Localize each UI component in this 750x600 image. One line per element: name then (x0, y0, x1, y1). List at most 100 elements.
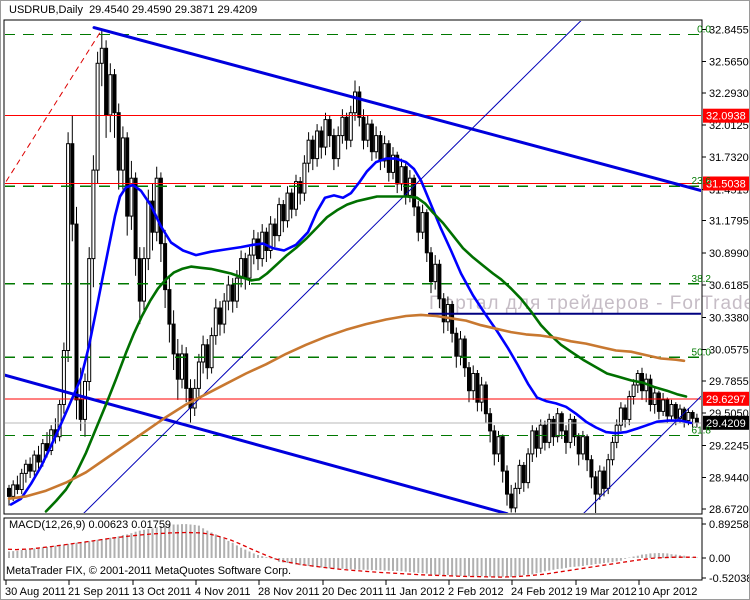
candle-bull (32, 454, 37, 472)
price-axis-label: 32.2930 (709, 88, 749, 100)
candle-bear (424, 212, 429, 254)
candle-bear (171, 323, 176, 355)
candle-bull (323, 119, 328, 148)
fibonacci-level-label: 23.6 (692, 176, 712, 187)
ma-fast-blue-line (9, 157, 693, 506)
candle-bull (661, 399, 666, 412)
candle-bear (429, 252, 433, 283)
candle-bull (260, 231, 265, 260)
time-axis-label: 20 Dec 2011 (322, 586, 384, 598)
candle-bull (635, 373, 640, 386)
candle-bear (7, 487, 11, 497)
candle-bear (243, 258, 248, 279)
candle-bear (272, 223, 277, 237)
candle-bull (209, 335, 214, 369)
candle-bear (344, 116, 349, 141)
ma-medium-green-line (44, 195, 688, 513)
price-axis-label: 30.0575 (709, 345, 749, 357)
candle-bull (66, 143, 71, 351)
candle-bull (285, 192, 290, 222)
candle-bear (104, 47, 109, 116)
price-axis-label: 28.9440 (709, 473, 749, 485)
candle-bear (441, 298, 446, 323)
candle-bull (120, 137, 125, 171)
time-axis-label: 11 Jan 2012 (385, 586, 445, 598)
candle-bear (112, 74, 117, 114)
candle-bull (420, 212, 425, 233)
candle-bear (327, 119, 332, 137)
candle-bull (268, 223, 273, 252)
candle-bear (682, 408, 687, 422)
candle-bear (281, 204, 286, 222)
candle-bear (509, 493, 514, 509)
candle-bear (648, 378, 653, 406)
fibonacci-level-label: 38.2 (692, 274, 712, 285)
candle-bear (230, 284, 235, 302)
candle-bear (188, 387, 193, 409)
candle-bull (496, 436, 501, 455)
trendline-rising-upper (83, 21, 582, 513)
candle-bear (331, 135, 336, 160)
candle-bull (353, 91, 357, 114)
candle-bull (348, 112, 353, 141)
time-axis-label: 4 Nov 2011 (195, 586, 250, 598)
macd-axis-label: 0.89258 (709, 519, 749, 531)
candle-bull (129, 177, 134, 217)
candle-bear (137, 258, 142, 302)
time-axis-label: 21 Sep 2011 (68, 586, 130, 598)
candle-bear (74, 223, 79, 401)
candle-bear (150, 200, 155, 233)
candle-bull (201, 344, 206, 363)
candle-bull (294, 181, 298, 210)
candle-bear (378, 135, 383, 162)
candle-bull (374, 135, 379, 153)
price-axis-label: 32.5650 (709, 57, 749, 69)
candle-bull (180, 353, 184, 380)
candle-bear (416, 206, 421, 233)
candle-bull (19, 472, 24, 490)
candle-bear (505, 470, 509, 495)
candle-bull (627, 396, 632, 420)
time-axis-label: 30 Aug 2011 (5, 586, 66, 598)
price-axis-label: 29.7855 (709, 376, 749, 388)
candle-bull (471, 373, 476, 392)
candle-bear (184, 353, 189, 389)
trendline-upper-channel (92, 26, 701, 193)
main-pane-frame (3, 19, 703, 515)
candle-bull (315, 130, 320, 160)
candle-bull (336, 135, 341, 160)
macd-axis-label: -0.52038 (709, 573, 750, 585)
price-axis-label: 31.7320 (709, 152, 749, 164)
candle-bear (28, 463, 33, 472)
candle-bear (534, 430, 539, 449)
candle-bear (369, 123, 374, 153)
candle-bull (251, 238, 256, 256)
candle-bear (467, 367, 471, 392)
candle-bull (146, 200, 151, 260)
candle-bear (78, 399, 83, 420)
candle-bear (15, 484, 20, 490)
price-badge-label: 29.6297 (706, 394, 746, 406)
candle-bear (521, 464, 526, 484)
candle-bear (36, 454, 41, 463)
candle-bull (547, 418, 552, 443)
candle-bear (602, 470, 606, 489)
copyright-text: MetaTrader FIX, © 2001-2011 MetaQuotes S… (6, 565, 292, 577)
candle-bull (458, 338, 463, 357)
candle-bull (340, 116, 345, 137)
candle-bear (564, 430, 568, 443)
candle-bear (45, 443, 49, 452)
macd-pane-group (5, 524, 698, 578)
time-axis-label: 24 Feb 2012 (511, 586, 573, 598)
candle-bull (108, 74, 113, 116)
fibonacci-level-label: 50.0 (692, 347, 712, 358)
candle-bear (357, 91, 362, 118)
candle-bull (555, 413, 560, 438)
candle-bear (585, 436, 590, 461)
candle-bull (433, 263, 438, 283)
candle-bull (142, 258, 146, 302)
macd-pane-frame (3, 517, 703, 581)
candle-bear (551, 418, 556, 438)
candle-bear (158, 177, 163, 245)
